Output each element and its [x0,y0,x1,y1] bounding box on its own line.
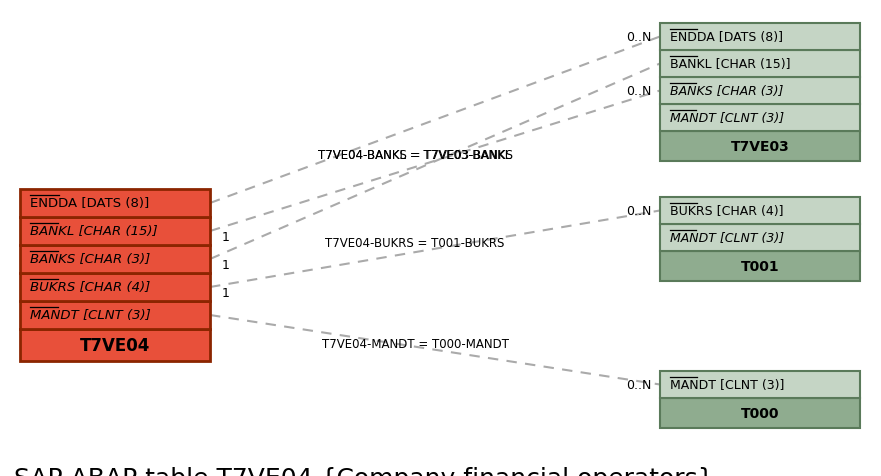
Bar [660,198,860,225]
Bar [660,132,860,162]
Text: MANDT [CLNT (3)]: MANDT [CLNT (3)] [30,309,151,322]
Text: ENDDA [DATS (8)]: ENDDA [DATS (8)] [670,31,783,44]
Text: SAP ABAP table T7VE04 {Company financial operators}: SAP ABAP table T7VE04 {Company financial… [14,466,714,476]
Text: T7VE04-BUKRS = T001-BUKRS: T7VE04-BUKRS = T001-BUKRS [325,236,505,249]
Bar [660,51,860,78]
Text: BUKRS [CHAR (4)]: BUKRS [CHAR (4)] [30,281,151,294]
Text: BANKL [CHAR (15)]: BANKL [CHAR (15)] [30,225,158,238]
Text: MANDT [CLNT (3)]: MANDT [CLNT (3)] [670,231,784,245]
Bar [660,251,860,281]
Text: T7VE04: T7VE04 [80,336,150,354]
Text: BANKS [CHAR (3)]: BANKS [CHAR (3)] [30,253,151,266]
Bar [660,78,860,105]
Text: T7VE03: T7VE03 [730,140,789,154]
Text: T7VE04-BANKL = T7VE03-BANKL: T7VE04-BANKL = T7VE03-BANKL [318,149,512,162]
Text: 1: 1 [222,231,230,244]
Bar [660,225,860,251]
Text: BANKL [CHAR (15)]: BANKL [CHAR (15)] [670,58,790,71]
Text: T001: T001 [741,259,780,273]
Text: T7VE04-BANKS = T7VE03-BANKS: T7VE04-BANKS = T7VE03-BANKS [317,149,513,161]
Bar [20,301,210,329]
Text: T000: T000 [741,406,780,420]
Text: 1: 1 [222,287,230,300]
Bar [20,329,210,361]
Text: 0..N: 0..N [626,205,652,218]
Bar [20,273,210,301]
Text: 0..N: 0..N [626,378,652,391]
Bar [660,371,860,398]
Bar [660,105,860,132]
Bar [20,189,210,218]
Bar [660,398,860,428]
Text: ENDDA [DATS (8)]: ENDDA [DATS (8)] [30,197,149,210]
Text: T7VE04-MANDT = T000-MANDT: T7VE04-MANDT = T000-MANDT [322,337,508,350]
Text: 0..N: 0..N [626,31,652,44]
Text: BANKS [CHAR (3)]: BANKS [CHAR (3)] [670,85,783,98]
Text: BUKRS [CHAR (4)]: BUKRS [CHAR (4)] [670,205,783,218]
Bar [20,218,210,246]
Bar [660,24,860,51]
Bar [20,246,210,273]
Text: 0..N: 0..N [626,85,652,98]
Text: MANDT [CLNT (3)]: MANDT [CLNT (3)] [670,378,784,391]
Text: 1: 1 [222,259,230,272]
Text: MANDT [CLNT (3)]: MANDT [CLNT (3)] [670,112,784,125]
